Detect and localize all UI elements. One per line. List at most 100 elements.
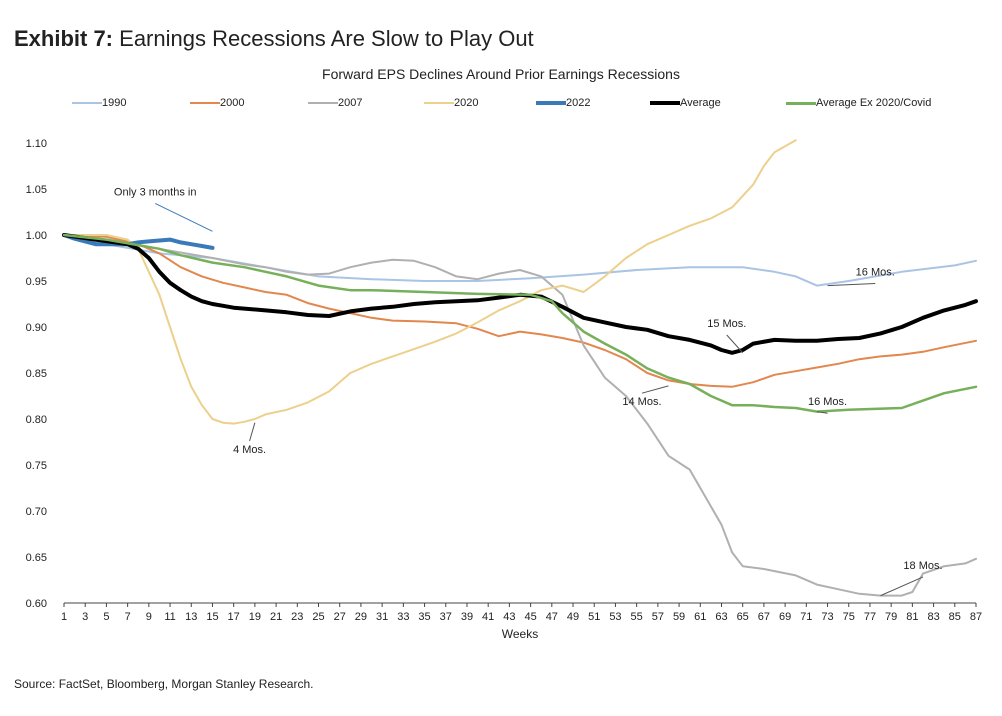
legend-swatch-average-ex-covid	[786, 101, 816, 105]
legend-item-1990: 1990	[72, 97, 126, 109]
series-line-s2020	[63, 139, 797, 425]
legend-swatch-2020	[424, 102, 454, 104]
x-tick-label: 15	[206, 611, 218, 623]
x-tick-label: 61	[694, 611, 706, 623]
x-tick-label: 67	[758, 611, 770, 623]
legend-item-2022: 2022	[536, 97, 590, 109]
legend-item-2007: 2007	[308, 97, 362, 109]
x-tick-label: 57	[652, 611, 664, 623]
x-tick-label: 17	[228, 611, 240, 623]
x-tick-label: 37	[440, 611, 452, 623]
chart-title: Forward EPS Declines Around Prior Earnin…	[322, 66, 680, 82]
y-tick-label: 0.60	[26, 598, 47, 610]
x-tick-label: 23	[291, 611, 303, 623]
legend-item-average: Average	[650, 97, 721, 109]
x-tick-label: 73	[821, 611, 833, 623]
x-tick-label: 19	[249, 611, 261, 623]
y-tick-label: 1.00	[26, 230, 47, 242]
y-tick-label: 1.05	[26, 184, 47, 196]
x-tick-label: 69	[779, 611, 791, 623]
x-tick-label: 41	[482, 611, 494, 623]
legend-swatch-average	[650, 101, 680, 105]
legend-label-2000: 2000	[220, 97, 245, 109]
exhibit-label: Exhibit 7:	[14, 26, 114, 51]
x-tick-label: 21	[270, 611, 282, 623]
exhibit-title: Earnings Recessions Are Slow to Play Out	[119, 26, 534, 51]
annotation-leader	[816, 411, 828, 414]
legend-label-2007: 2007	[338, 97, 363, 109]
x-tick-label: 81	[906, 611, 918, 623]
x-tick-label: 53	[609, 611, 621, 623]
x-tick-label: 39	[461, 611, 473, 623]
series-line-s2007	[63, 234, 977, 597]
annotation-leader	[827, 282, 876, 287]
legend-label-average-ex-covid: Average Ex 2020/Covid	[816, 97, 932, 109]
x-tick-label: 85	[949, 611, 961, 623]
y-tick-label: 0.70	[26, 506, 47, 518]
y-tick-label: 1.10	[26, 138, 47, 150]
x-tick-label: 65	[737, 611, 749, 623]
chart-legend: 1990 2000 2007 2020 2022 Average Average…	[0, 97, 1002, 117]
chart-annotations: Only 3 months in 4 Mos. 14 Mos. 15 Mos. 16 M…	[114, 186, 943, 597]
series-line-s2022	[62, 233, 215, 250]
x-tick-label: 1	[61, 611, 67, 623]
annotation-label: 16 Mos.	[808, 396, 847, 408]
chart-series	[62, 139, 978, 597]
exhibit-header: Exhibit 7: Earnings Recessions Are Slow …	[14, 26, 534, 52]
annotation-leader	[154, 202, 213, 232]
annotation-leader	[249, 422, 256, 442]
annotation-leader	[880, 576, 924, 597]
series-line-average	[62, 233, 978, 355]
y-tick-label: 0.65	[26, 552, 47, 564]
x-tick-label: 79	[885, 611, 897, 623]
x-tick-label: 31	[376, 611, 388, 623]
legend-item-2020: 2020	[424, 97, 478, 109]
annotation-label: 4 Mos.	[233, 444, 266, 456]
x-tick-label: 11	[164, 611, 175, 623]
y-tick-label: 0.80	[26, 414, 47, 426]
x-tick-label: 7	[125, 611, 131, 623]
series-line-exCovid	[62, 233, 978, 413]
x-tick-label: 45	[524, 611, 536, 623]
annotation-label: 18 Mos.	[903, 560, 942, 572]
x-tick-label: 9	[146, 611, 152, 623]
annotation-leader	[641, 385, 669, 394]
x-tick-label: 51	[588, 611, 600, 623]
legend-swatch-2007	[308, 102, 338, 104]
x-tick-label: 83	[927, 611, 939, 623]
y-tick-label: 0.95	[26, 276, 47, 288]
legend-swatch-2022	[536, 101, 566, 105]
legend-item-2000: 2000	[190, 97, 244, 109]
x-tick-label: 75	[843, 611, 855, 623]
legend-label-2022: 2022	[566, 97, 591, 109]
legend-label-2020: 2020	[454, 97, 479, 109]
x-tick-label: 13	[185, 611, 197, 623]
annotation-label: 15 Mos.	[707, 318, 746, 330]
x-tick-label: 35	[418, 611, 430, 623]
legend-swatch-1990	[72, 102, 102, 104]
x-tick-label: 55	[631, 611, 643, 623]
legend-swatch-2000	[190, 102, 220, 104]
x-tick-label: 49	[567, 611, 579, 623]
x-tick-label: 25	[312, 611, 324, 623]
source-note: Source: FactSet, Bloomberg, Morgan Stanl…	[14, 677, 314, 691]
annotation-leader	[726, 334, 744, 354]
x-tick-label: 3	[82, 611, 88, 623]
x-tick-label: 59	[673, 611, 685, 623]
annotation-label: 14 Mos.	[622, 396, 661, 408]
x-tick-label: 87	[970, 611, 982, 623]
x-tick-label: 63	[715, 611, 727, 623]
y-tick-label: 0.75	[26, 460, 47, 472]
chart-axes: 1.10 1.05 1.00 0.95 0.90 0.85 0.80 0.75 0.70 0.65…	[26, 138, 983, 623]
series-line-s2000	[63, 234, 977, 388]
x-tick-label: 33	[397, 611, 409, 623]
x-tick-label: 43	[503, 611, 515, 623]
x-tick-label: 5	[103, 611, 109, 623]
x-tick-label: 29	[355, 611, 367, 623]
y-tick-label: 0.85	[26, 368, 47, 380]
legend-label-1990: 1990	[102, 97, 127, 109]
legend-item-average-ex-covid: Average Ex 2020/Covid	[786, 97, 931, 109]
x-tick-label: 27	[334, 611, 346, 623]
y-tick-label: 0.90	[26, 322, 47, 334]
